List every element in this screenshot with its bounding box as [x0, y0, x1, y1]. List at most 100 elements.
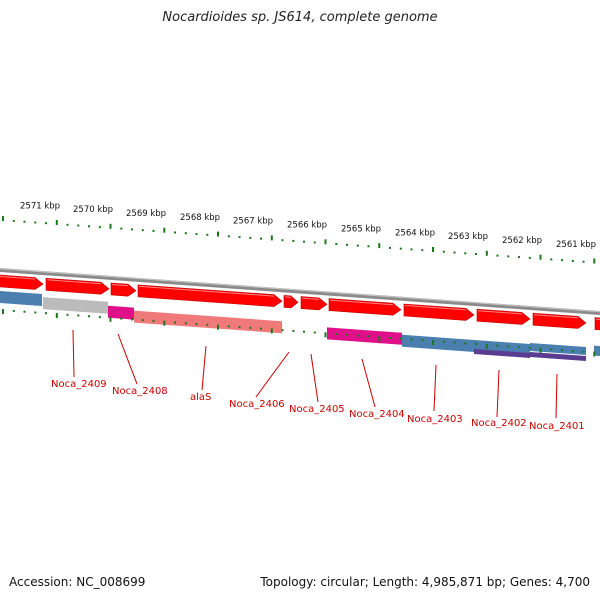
scale-tick-top — [496, 254, 499, 257]
scale-tick-top — [120, 227, 123, 230]
gene-label[interactable]: Noca_2403 — [407, 414, 463, 425]
scale-tick-bottom — [152, 319, 155, 322]
cds-arrow[interactable] — [45, 277, 110, 295]
scale-tick-top — [141, 229, 144, 232]
cds-arrow[interactable] — [328, 298, 402, 316]
feature-band-blue[interactable] — [594, 345, 600, 357]
cds-arrow-highlight — [595, 318, 600, 320]
scale-tick-bottom — [217, 324, 219, 330]
scale-label: 2568 kbp — [180, 213, 220, 223]
gene-leader-line — [496, 369, 500, 418]
scale-tick-top — [571, 260, 574, 262]
scale-tick-bottom — [367, 335, 370, 338]
scale-tick-bottom — [206, 323, 209, 326]
scale-tick-top — [528, 256, 531, 259]
scale-tick-top — [410, 248, 413, 251]
feature-band-pink[interactable] — [134, 310, 282, 334]
gene-label[interactable]: Noca_2406 — [229, 399, 285, 410]
gene-leader-line — [255, 351, 290, 398]
scale-tick-top — [292, 239, 295, 242]
scale-tick-top — [163, 227, 166, 233]
cds-arrow-highlight — [111, 284, 129, 287]
cds-arrow[interactable] — [532, 312, 587, 329]
scale-tick-top — [195, 233, 198, 235]
gene-leader-line — [555, 373, 558, 419]
scale-tick-bottom — [131, 318, 133, 321]
gene-label[interactable]: Noca_2404 — [349, 409, 405, 420]
cds-arrow-highlight — [404, 305, 467, 311]
scale-tick-bottom — [518, 346, 520, 349]
gene-leader-line — [310, 353, 319, 403]
scale-tick-top — [346, 243, 348, 246]
scale-tick-top — [152, 229, 155, 232]
cds-arrow-highlight — [138, 285, 275, 297]
scale-tick-bottom — [260, 327, 262, 330]
scale-tick-bottom — [453, 341, 456, 344]
scale-tick-bottom — [378, 336, 381, 342]
scale-tick-bottom — [12, 309, 15, 312]
scale-tick-bottom — [539, 347, 542, 353]
cds-arrow-highlight — [46, 279, 102, 285]
cds-arrow[interactable] — [110, 282, 137, 297]
scale-tick-bottom — [66, 313, 69, 316]
scale-labels: 2571 kbp 2570 kbp 2569 kbp 2568 kbp 2567 kbp… — [20, 201, 596, 249]
gene-label[interactable]: Noca_2401 — [529, 421, 585, 432]
genome-summary-text: Topology: circular; Length: 4,985,871 bp… — [260, 575, 590, 589]
feature-band-magenta[interactable] — [327, 327, 402, 345]
scale-tick-bottom — [475, 343, 477, 345]
feature-band-magenta[interactable] — [108, 305, 134, 320]
scale-tick-bottom — [34, 311, 37, 314]
scale-tick-top — [238, 236, 241, 239]
scale-tick-bottom — [303, 330, 305, 333]
feature-track — [0, 290, 600, 361]
scale-tick-top — [464, 252, 467, 255]
accession-text: Accession: NC_008699 — [9, 575, 146, 589]
scale-tick-bottom — [270, 328, 273, 334]
gene-label[interactable]: Noca_2405 — [289, 404, 345, 415]
scale-tick-bottom — [77, 314, 80, 317]
scale-tick-bottom — [485, 343, 488, 349]
feature-band-purple[interactable] — [530, 352, 586, 361]
cds-arrow[interactable] — [137, 284, 283, 307]
scale-tick-top — [593, 258, 596, 264]
gene-label[interactable]: Noca_2402 — [471, 418, 527, 429]
scale-label: 2565 kbp — [341, 224, 381, 234]
scale-tick-bottom — [195, 323, 198, 325]
cds-arrow[interactable] — [476, 308, 531, 325]
scale-tick-top — [485, 250, 488, 256]
scale-tick-bottom — [98, 316, 101, 319]
gene-label[interactable]: alaS — [190, 392, 211, 403]
scale-tick-bottom — [442, 340, 445, 343]
scale-tick-bottom — [346, 333, 348, 336]
scale-tick-top — [303, 240, 305, 243]
scale-tick-bottom — [561, 349, 563, 352]
cds-arrow[interactable] — [283, 295, 299, 309]
scale-tick-bottom — [335, 333, 338, 335]
gene-leader-line — [433, 364, 437, 412]
scale-tick-bottom — [464, 342, 467, 345]
scale-tick-bottom — [399, 337, 402, 340]
feature-band-grey[interactable] — [43, 297, 108, 314]
scale-tick-bottom — [2, 309, 4, 315]
scale-label: 2567 kbp — [233, 217, 273, 227]
cds-arrow[interactable] — [300, 296, 328, 311]
feature-band-blue[interactable] — [0, 290, 42, 306]
cds-arrow[interactable] — [594, 317, 600, 331]
feature-band-purple[interactable] — [474, 349, 530, 358]
scale-tick-bottom — [550, 348, 553, 351]
scale-tick-bottom — [109, 316, 112, 322]
gene-label[interactable]: Noca_2408 — [112, 386, 168, 397]
scale-label: 2561 kbp — [556, 240, 596, 250]
scale-tick-bottom — [292, 329, 295, 332]
scale-tick-bottom — [23, 310, 26, 313]
gene-label[interactable]: Noca_2409 — [51, 379, 107, 390]
cds-arrow-highlight — [477, 310, 523, 315]
scale-tick-top — [88, 225, 90, 228]
scale-label: 2571 kbp — [20, 201, 60, 211]
scale-tick-top — [378, 243, 381, 249]
scale-label: 2569 kbp — [126, 209, 166, 219]
cds-arrow[interactable] — [403, 303, 475, 321]
scale-tick-bottom — [55, 313, 58, 318]
scale-tick-top — [77, 224, 80, 227]
